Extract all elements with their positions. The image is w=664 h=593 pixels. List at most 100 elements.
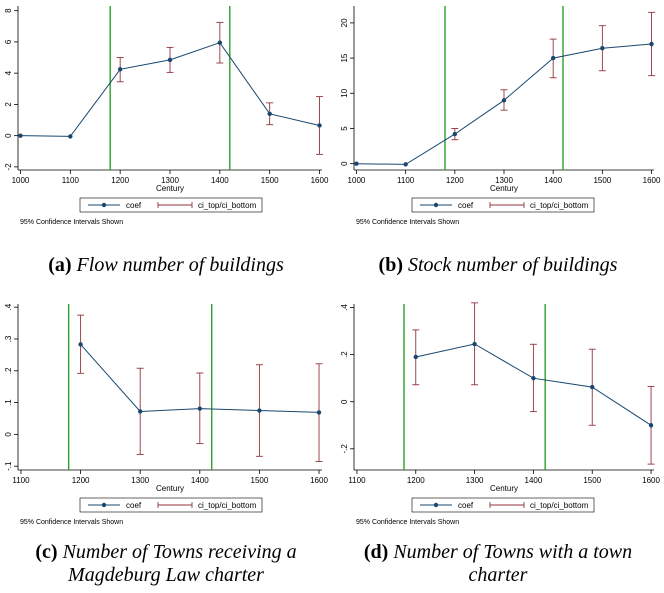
chart-b-x-tick-label: 1400 xyxy=(544,176,562,185)
chart-b-x-tick-label: 1300 xyxy=(495,176,513,185)
chart-b-svg: 0 5 10 15 20 1000 1100 1200 1300 1400 1500 1600 Cent… xyxy=(340,6,661,226)
chart-d-y-tick-label: .2 xyxy=(340,351,349,358)
chart-d-svg: -.2 0 .2 .4 1100 1200 1300 1400 1500 1600 Century c… xyxy=(340,302,661,526)
caption-a-text: Flow number of buildings xyxy=(76,254,284,276)
chart-a-x-tick-label: 1100 xyxy=(62,176,80,185)
chart-a-x-tick-label: 1000 xyxy=(12,176,30,185)
chart-d-x-axis-label: Century xyxy=(490,484,518,493)
chart-d-x-tick-label: 1200 xyxy=(407,476,425,485)
chart-b-x-tick-label: 1200 xyxy=(446,176,464,185)
chart-c-x-tick-label: 1600 xyxy=(310,476,328,485)
chart-b-x-tick-label: 1600 xyxy=(643,176,661,185)
chart-b-coef-point xyxy=(649,41,654,47)
chart-a-x-tick-label: 1200 xyxy=(111,176,129,185)
chart-d-x-tick-label: 1100 xyxy=(348,476,366,485)
chart-c-x-axis-label: Century xyxy=(156,484,184,493)
caption-d-label: (d) xyxy=(363,541,389,563)
chart-c-coef-point xyxy=(316,410,322,415)
chart-d-coef-point xyxy=(648,423,654,428)
chart-d-x-tick-label: 1600 xyxy=(642,476,660,485)
chart-panel-a: -2 0 2 4 6 8 1000 1100 1200 1300 1400 1500 1600 Centu… xyxy=(0,0,332,296)
chart-d-coef-point xyxy=(472,341,477,347)
chart-b-legend-coef-marker xyxy=(433,202,439,208)
caption-c: (c) Number of Towns receiving a Magdebur… xyxy=(0,541,332,587)
chart-d-coef-point xyxy=(413,354,418,360)
caption-d: (d) Number of Towns with a town charter xyxy=(332,541,664,587)
chart-b-y-tick-label: 5 xyxy=(340,126,349,131)
chart-c-y-tick-label: .3 xyxy=(4,335,13,342)
chart-c-y-tick-label: .1 xyxy=(4,399,13,406)
chart-b-x-tick-label: 1000 xyxy=(348,176,366,185)
caption-b-label: (b) xyxy=(378,254,403,276)
chart-b-legend-ci-label: ci_top/ci_bottom xyxy=(530,201,589,210)
chart-a-y-tick-label: 2 xyxy=(4,102,13,107)
chart-a-legend-coef-label: coef xyxy=(126,201,142,210)
chart-d-legend-coef-label: coef xyxy=(458,501,474,510)
chart-a-coef-point xyxy=(68,134,73,139)
chart-c-x-tick-label: 1400 xyxy=(191,476,209,485)
chart-a-y-tick-label: 4 xyxy=(4,70,13,75)
chart-c-y-tick-label: 0 xyxy=(4,432,13,437)
chart-c-y-tick-label: .4 xyxy=(4,303,13,310)
chart-panel-d: -.2 0 .2 .4 1100 1200 1300 1400 1500 1600 Century c… xyxy=(332,296,664,592)
chart-c-coef-point xyxy=(197,406,203,411)
chart-d-note: 95% Confidence Intervals Shown xyxy=(356,519,459,526)
chart-c-y-tick-label: -.1 xyxy=(4,461,13,471)
chart-a-coef-point xyxy=(217,40,223,45)
caption-c-text: Number of Towns receiving a Magdeburg La… xyxy=(62,541,297,586)
chart-a-y-tick-label: -2 xyxy=(4,163,13,171)
chart-c-legend-coef-marker xyxy=(101,502,107,508)
chart-d-legend-coef-marker xyxy=(433,502,439,508)
chart-a-coef-point xyxy=(317,123,322,128)
chart-b-y-tick-label: 15 xyxy=(340,53,349,62)
chart-b-x-tick-label: 1500 xyxy=(593,176,611,185)
chart-b-y-tick-label: 0 xyxy=(340,161,349,166)
chart-c-x-tick-label: 1500 xyxy=(251,476,269,485)
chart-b-y-tick-label: 20 xyxy=(340,18,349,27)
chart-d-y-tick-label: -.2 xyxy=(340,444,349,454)
chart-c-legend-ci-label: ci_top/ci_bottom xyxy=(198,501,257,510)
chart-b-coef-point xyxy=(403,162,408,167)
chart-b-coef-point xyxy=(354,161,359,166)
chart-b-y-tick-label: 10 xyxy=(340,88,349,97)
caption-d-text: Number of Towns with a town charter xyxy=(393,541,633,586)
chart-a-coef-point xyxy=(267,111,272,116)
chart-a-y-tick-label: 6 xyxy=(4,39,13,44)
chart-a-legend-ci-label: ci_top/ci_bottom xyxy=(198,201,257,210)
chart-b-coef-point xyxy=(501,98,507,103)
chart-a-x-tick-label: 1400 xyxy=(211,176,229,185)
chart-a-coef-point xyxy=(18,133,23,138)
chart-d-coef-point xyxy=(531,375,536,381)
chart-c-coef-point xyxy=(257,408,262,413)
caption-a-label: (a) xyxy=(48,254,72,276)
chart-a-legend-coef-marker xyxy=(101,202,107,208)
chart-b-coef-point xyxy=(550,55,556,61)
chart-d-x-tick-label: 1400 xyxy=(525,476,543,485)
caption-b-text: Stock number of buildings xyxy=(408,254,618,276)
chart-a-svg: -2 0 2 4 6 8 1000 1100 1200 1300 1400 1500 1600 Centu… xyxy=(4,6,329,226)
chart-d-x-tick-label: 1300 xyxy=(466,476,484,485)
chart-c-x-tick-label: 1200 xyxy=(72,476,90,485)
chart-a-coef-point xyxy=(117,67,123,72)
chart-d-legend-ci-label: ci_top/ci_bottom xyxy=(530,501,589,510)
chart-a-x-axis-label: Century xyxy=(156,184,184,193)
chart-d-y-tick-label: .4 xyxy=(340,304,349,311)
chart-b-legend-coef-label: coef xyxy=(458,201,474,210)
chart-b-coef-point xyxy=(452,131,458,137)
chart-panel-b: 0 5 10 15 20 1000 1100 1200 1300 1400 1500 1600 Cent… xyxy=(332,0,664,296)
chart-a-y-tick-label: 0 xyxy=(4,133,13,138)
caption-b: (b) Stock number of buildings xyxy=(332,254,664,277)
chart-a-x-tick-label: 1500 xyxy=(261,176,279,185)
chart-c-x-tick-label: 1300 xyxy=(131,476,149,485)
chart-a-coef-point xyxy=(167,57,173,63)
chart-c-coef-point xyxy=(137,409,143,414)
chart-d-y-tick-label: 0 xyxy=(340,399,349,404)
chart-c-x-tick-label: 1100 xyxy=(12,476,30,485)
chart-c-coef-point xyxy=(78,342,83,347)
chart-c-svg: -.1 0 .1 .2 .3 .4 1100 1200 1300 1400 1500 1600 Cent… xyxy=(4,303,328,526)
chart-panel-c: -.1 0 .1 .2 .3 .4 1100 1200 1300 1400 1500 1600 Cent… xyxy=(0,296,332,592)
chart-c-note: 95% Confidence Intervals Shown xyxy=(20,519,123,526)
chart-b-x-tick-label: 1100 xyxy=(397,176,415,185)
chart-a-note: 95% Confidence Intervals Shown xyxy=(20,219,123,226)
caption-c-label: (c) xyxy=(35,541,58,563)
